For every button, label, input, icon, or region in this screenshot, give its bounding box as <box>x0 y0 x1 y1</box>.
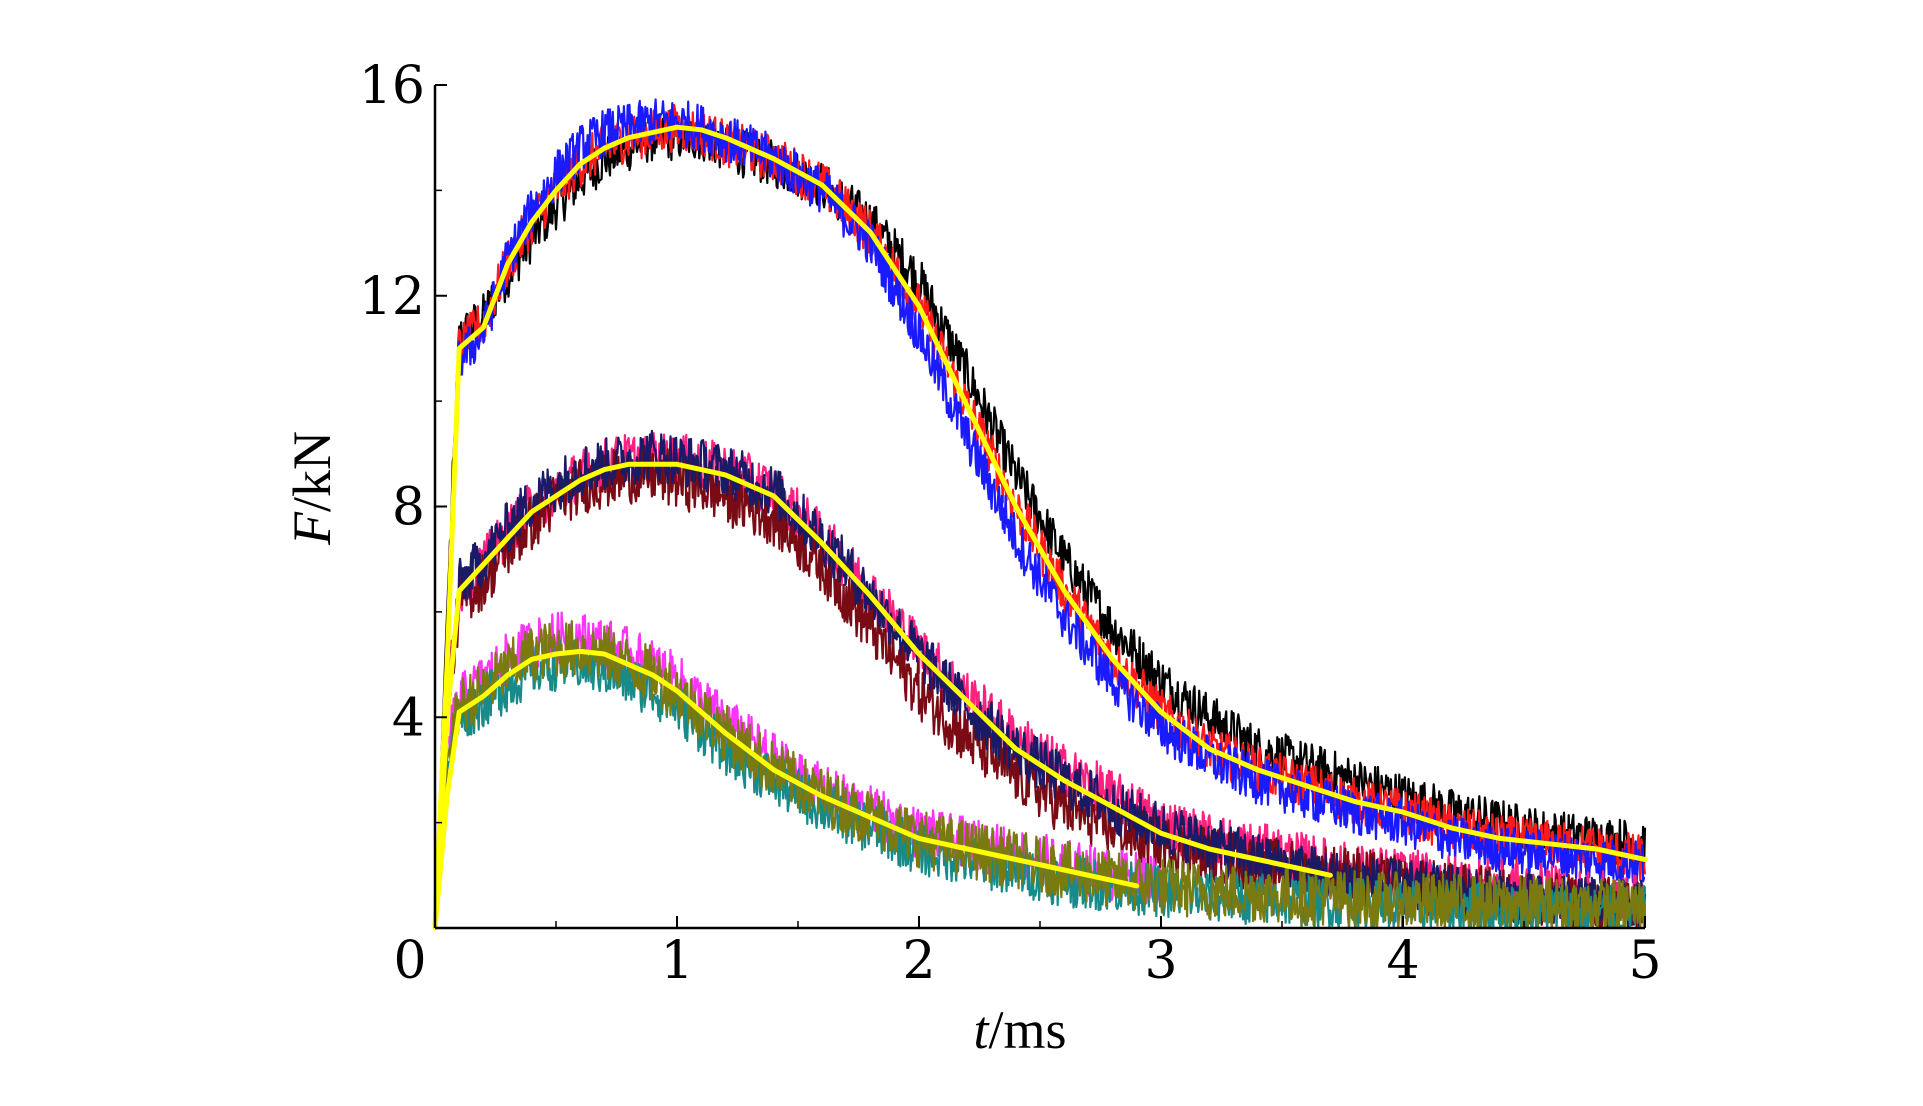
x-tick-label: 1 <box>660 931 693 991</box>
raw-series-layer <box>433 98 1647 930</box>
y-axis-title: F/kN <box>282 431 342 546</box>
raw-series-line <box>433 98 1646 929</box>
x-tick-label: 2 <box>902 931 935 991</box>
mean-series-line <box>432 461 1333 931</box>
y-tick-label: 12 <box>359 267 425 327</box>
y-tick-label: 8 <box>392 478 425 538</box>
x-axis-title: t/ms <box>973 1000 1066 1060</box>
mean-series-layer <box>432 124 1648 931</box>
x-ticks: 0 1 2 3 4 5 <box>393 916 1662 991</box>
y-tick-label: 4 <box>392 688 425 748</box>
x-tick-label: 4 <box>1386 931 1419 991</box>
y-ticks: 4 8 12 16 <box>359 56 447 824</box>
mean-series-line <box>432 648 1140 931</box>
mean-series-line <box>432 124 1648 931</box>
x-tick-label: 3 <box>1144 931 1177 991</box>
x-tick-label: 0 <box>393 931 426 991</box>
x-tick-label: 5 <box>1628 931 1661 991</box>
y-tick-label: 16 <box>359 56 425 116</box>
raw-series-line <box>433 620 1647 930</box>
